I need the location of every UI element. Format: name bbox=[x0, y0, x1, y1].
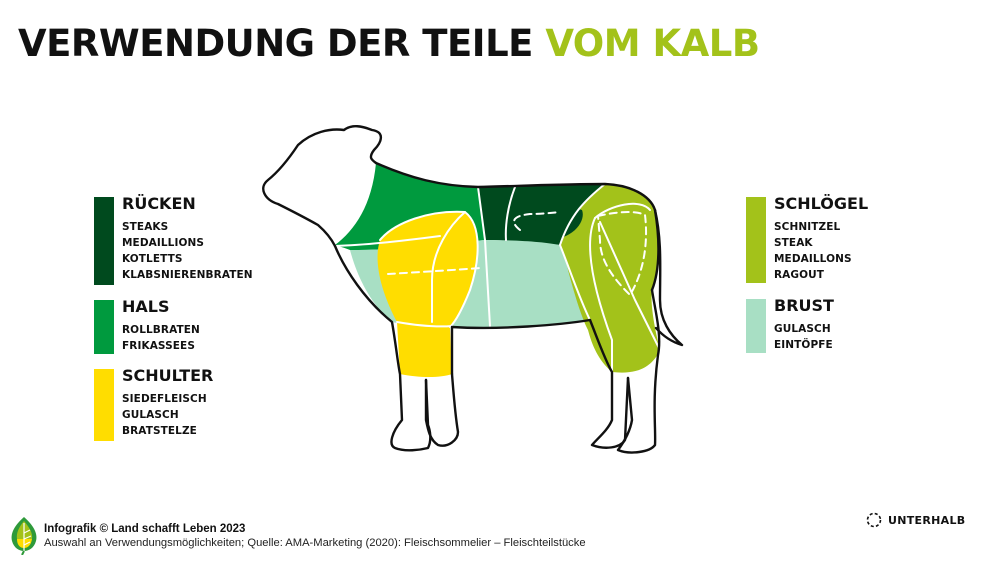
dashed-circle-icon bbox=[866, 512, 882, 528]
legend-heading: HALS bbox=[122, 297, 170, 316]
title-accent: VOM KALB bbox=[545, 22, 760, 65]
swatch-ruecken bbox=[94, 197, 114, 285]
swatch-schulter bbox=[94, 369, 114, 441]
region-schulter bbox=[377, 211, 478, 377]
legend-heading: SCHLÖGEL bbox=[774, 194, 869, 213]
swatch-hals bbox=[94, 300, 114, 354]
legend-item: MEDAILLONS bbox=[774, 253, 852, 265]
swatch-schloegel bbox=[746, 197, 766, 283]
footer: Infografik © Land schafft Leben 2023 Aus… bbox=[44, 522, 586, 550]
legend-item: RAGOUT bbox=[774, 269, 825, 281]
legend-item: EINTÖPFE bbox=[774, 339, 833, 351]
leaf-logo-icon bbox=[11, 517, 37, 555]
legend-item: KLABSNIERENBRATEN bbox=[122, 269, 253, 281]
legend-brust: BRUST GULASCH EINTÖPFE bbox=[746, 296, 834, 353]
title-main: VERWENDUNG DER TEILE bbox=[18, 22, 533, 65]
footer-credit: Infografik © Land schafft Leben 2023 bbox=[44, 523, 246, 535]
legend-item: BRATSTELZE bbox=[122, 425, 197, 437]
legend-item: SCHNITZEL bbox=[774, 221, 841, 233]
legend-item: GULASCH bbox=[774, 323, 831, 335]
brand-label: UNTERHALB bbox=[888, 513, 966, 527]
legend-heading: BRUST bbox=[774, 296, 834, 315]
legend-schulter: SCHULTER SIEDEFLEISCH GULASCH BRATSTELZE bbox=[94, 366, 214, 441]
legend-schloegel: SCHLÖGEL SCHNITZEL STEAK MEDAILLONS RAGO… bbox=[746, 194, 869, 283]
legend-ruecken: RÜCKEN STEAKS MEDAILLIONS KOTLETTS KLABS… bbox=[94, 194, 253, 285]
region-schloegel bbox=[560, 184, 660, 373]
swatch-brust bbox=[746, 299, 766, 353]
legend-item: STEAK bbox=[774, 237, 813, 249]
legend-item: KOTLETTS bbox=[122, 253, 183, 265]
legend-item: ROLLBRATEN bbox=[122, 324, 200, 336]
legend-hals: HALS ROLLBRATEN FRIKASSEES bbox=[94, 297, 200, 354]
legend-item: GULASCH bbox=[122, 409, 179, 421]
legend-item: MEDAILLIONS bbox=[122, 237, 205, 249]
legend-heading: SCHULTER bbox=[122, 366, 214, 385]
brand-unterhalb: UNTERHALB bbox=[866, 512, 965, 528]
footer-source: Auswahl an Verwendungsmöglichkeiten; Que… bbox=[44, 537, 586, 549]
legend-item: STEAKS bbox=[122, 221, 169, 233]
legend-item: FRIKASSEES bbox=[122, 340, 195, 352]
legend-item: SIEDEFLEISCH bbox=[122, 393, 207, 405]
legend-heading: RÜCKEN bbox=[122, 194, 196, 213]
region-ruecken-patch bbox=[520, 208, 583, 241]
page-title: VERWENDUNG DER TEILE VOM KALB bbox=[18, 22, 760, 66]
